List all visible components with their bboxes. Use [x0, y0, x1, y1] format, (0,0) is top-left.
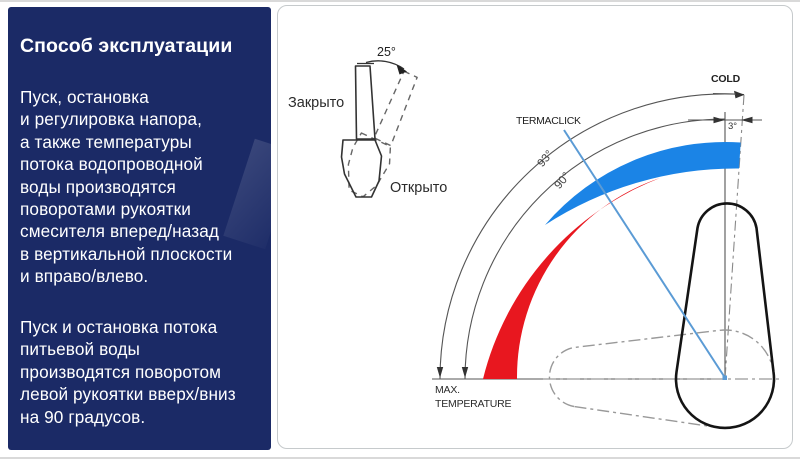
termaclick-label: TERMACLICK: [516, 115, 581, 127]
sidebar-title: Способ эксплуатации: [20, 35, 233, 57]
inner-arc-bottom-arrowhead: [461, 367, 469, 378]
outer-arc-bottom-arrowhead: [436, 367, 444, 378]
lever-closed-solid: [340, 65, 383, 198]
instruction-paragraph-2: Пуск и остановка потока питьевой воды пр…: [20, 317, 236, 427]
open-position-label: Открыто: [390, 180, 448, 196]
instruction-sidebar: Способ эксплуатации Пуск, остановка и ре…: [8, 7, 297, 450]
cold-band: [545, 141, 741, 225]
lever-angle-arc: [365, 60, 405, 70]
cold-offset-left-arrowhead: [713, 116, 725, 124]
cold-label: COLD: [711, 73, 740, 85]
diagram-panel: [277, 5, 793, 449]
max-temperature-line1: MAX.: [435, 384, 460, 396]
handle-knob-solid: [674, 202, 776, 430]
closed-position-label: Закрыто: [288, 95, 345, 111]
max-temperature-label: MAX. TEMPERATURE: [435, 384, 512, 411]
cold-leader-line: [712, 92, 737, 95]
instruction-paragraph-1: Пуск, остановка и регулировка напора, а …: [20, 87, 233, 287]
outer-arc-top-arrowhead: [734, 90, 745, 99]
inner-90-arc: [464, 118, 726, 380]
outer-93-arc: [439, 93, 744, 380]
cold-offset-angle-label: 3°: [728, 121, 738, 132]
cold-offset-right-arrowhead: [741, 116, 753, 124]
cold-offset-line-dashdot: [724, 94, 745, 380]
termaclick-indicator-line: [563, 129, 727, 380]
hot-band: [483, 178, 660, 379]
lever-angle-arrowhead: [396, 64, 407, 75]
lever-angle-label: 25°: [377, 45, 396, 59]
pivot-point: [722, 375, 727, 380]
max-temperature-line2: TEMPERATURE: [435, 397, 512, 410]
